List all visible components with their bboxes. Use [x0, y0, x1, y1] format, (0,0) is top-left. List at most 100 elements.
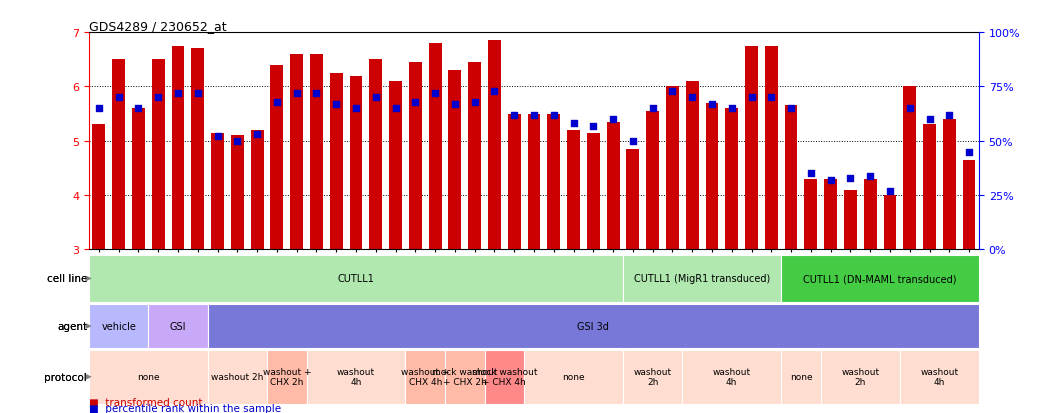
Bar — [448, 71, 462, 250]
Point — [664, 88, 681, 95]
Bar — [468, 63, 481, 250]
Bar — [270, 66, 284, 250]
Point — [427, 90, 444, 97]
Bar — [726, 109, 738, 250]
Point — [842, 175, 859, 182]
Point — [249, 132, 266, 138]
Text: vehicle: vehicle — [102, 321, 136, 331]
Point — [961, 149, 978, 156]
Point — [367, 95, 384, 102]
Bar — [765, 47, 778, 250]
Bar — [485, 350, 525, 404]
Text: none: none — [789, 373, 812, 381]
Bar — [370, 60, 382, 250]
Bar — [686, 82, 698, 250]
Bar — [821, 350, 899, 404]
Point — [348, 106, 364, 112]
Point — [150, 95, 166, 102]
Point — [624, 138, 641, 145]
Point — [862, 173, 878, 179]
Bar — [92, 125, 106, 250]
Point — [466, 99, 483, 106]
Bar — [112, 60, 125, 250]
Bar — [904, 87, 916, 250]
Bar — [626, 150, 640, 250]
Point — [882, 188, 898, 195]
Bar — [606, 123, 620, 250]
Point — [704, 101, 720, 108]
Bar — [666, 87, 678, 250]
Point — [605, 116, 622, 123]
Bar — [445, 350, 485, 404]
Point — [921, 116, 938, 123]
Text: ■  transformed count: ■ transformed count — [89, 397, 202, 407]
Text: none: none — [137, 373, 159, 381]
Bar — [646, 112, 659, 250]
Point — [941, 112, 958, 119]
Bar — [683, 350, 781, 404]
Point — [822, 177, 839, 184]
Bar — [884, 196, 896, 250]
Text: cell line: cell line — [47, 274, 87, 284]
Bar — [623, 255, 781, 303]
Point — [802, 171, 819, 177]
Text: washout +
CHX 2h: washout + CHX 2h — [263, 367, 311, 387]
Bar — [587, 133, 600, 250]
Text: ■  percentile rank within the sample: ■ percentile rank within the sample — [89, 403, 282, 413]
Bar — [844, 190, 856, 250]
Bar — [231, 136, 244, 250]
Text: washout
2h: washout 2h — [633, 367, 672, 387]
Bar — [192, 49, 204, 250]
Point — [684, 95, 700, 102]
Point — [90, 106, 107, 112]
Point — [565, 121, 582, 127]
Bar — [89, 255, 623, 303]
Point — [763, 95, 780, 102]
Bar — [211, 133, 224, 250]
Bar — [488, 41, 500, 250]
Point — [229, 138, 246, 145]
Text: washout 2h: washout 2h — [211, 373, 264, 381]
Point — [308, 90, 325, 97]
Point — [783, 106, 800, 112]
Bar — [784, 106, 798, 250]
Point — [170, 90, 186, 97]
Point — [328, 101, 344, 108]
Text: washout
2h: washout 2h — [841, 367, 879, 387]
Bar — [207, 304, 979, 348]
Bar — [962, 160, 976, 250]
Bar — [409, 63, 422, 250]
Bar — [405, 350, 445, 404]
Bar — [745, 47, 758, 250]
Point — [446, 101, 463, 108]
Bar — [152, 60, 164, 250]
Bar — [350, 76, 362, 250]
Bar — [943, 120, 956, 250]
Point — [723, 106, 740, 112]
Bar — [389, 82, 402, 250]
Bar — [781, 350, 821, 404]
Text: GDS4289 / 230652_at: GDS4289 / 230652_at — [89, 20, 226, 33]
Text: CUTLL1: CUTLL1 — [337, 274, 375, 284]
Point — [644, 106, 661, 112]
Point — [387, 106, 404, 112]
Text: agent: agent — [58, 321, 87, 331]
Point — [268, 99, 285, 106]
Point — [526, 112, 542, 119]
Point — [486, 88, 503, 95]
Bar — [207, 350, 267, 404]
Point — [743, 95, 760, 102]
Point — [407, 99, 424, 106]
Point — [901, 106, 918, 112]
Bar — [290, 55, 303, 250]
Text: washout
4h: washout 4h — [713, 367, 751, 387]
Bar — [525, 350, 623, 404]
Bar — [307, 350, 405, 404]
Text: washout
4h: washout 4h — [337, 367, 375, 387]
Text: mock washout
+ CHX 2h: mock washout + CHX 2h — [432, 367, 497, 387]
Point — [545, 112, 562, 119]
Point — [110, 95, 127, 102]
Bar — [267, 350, 307, 404]
Bar — [89, 350, 207, 404]
Point — [130, 106, 147, 112]
